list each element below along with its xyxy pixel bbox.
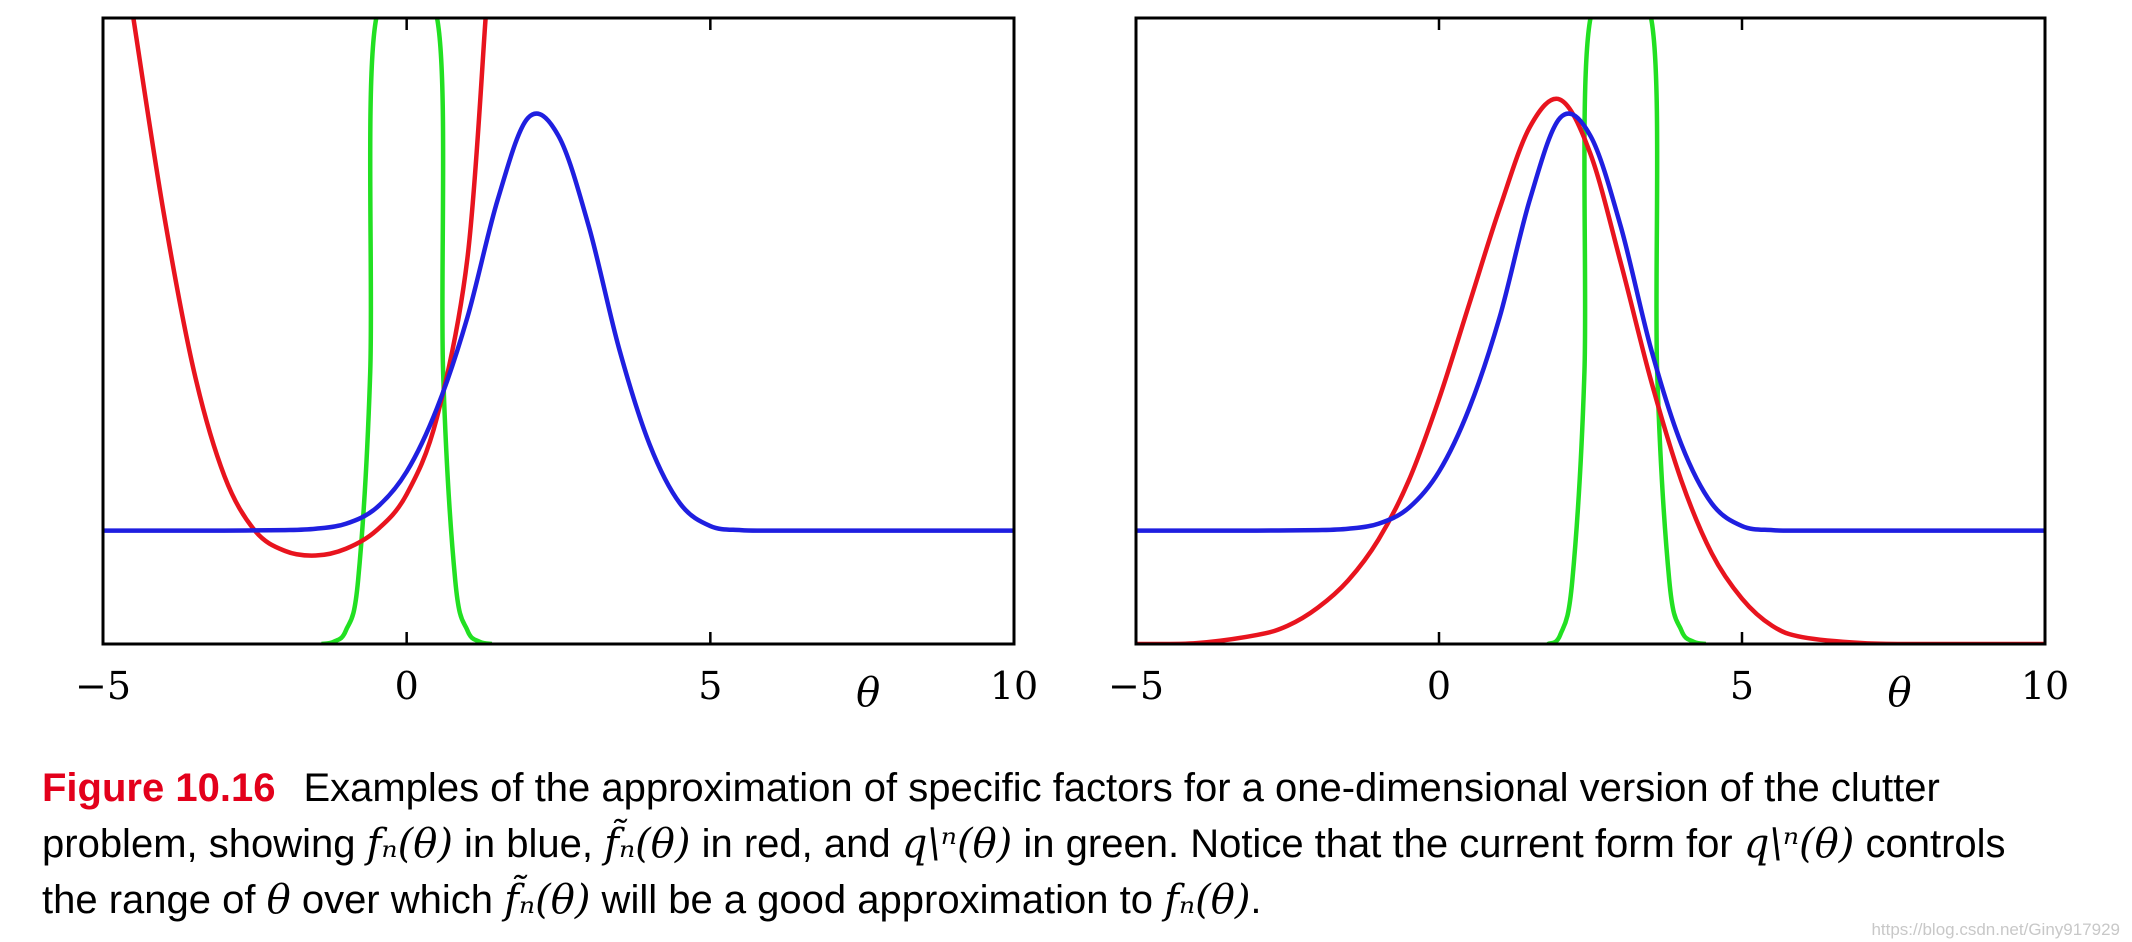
caption-text: controls	[1854, 822, 2006, 866]
caption-line-2: problem, showing fₙ(θ) in blue, f̃ₙ(θ) i…	[42, 816, 2112, 872]
plot-area	[103, 18, 1014, 644]
x-axis-label: θ	[1887, 670, 1911, 716]
caption-text: in blue,	[452, 822, 605, 866]
watermark: https://blog.csdn.net/Giny917929	[1871, 920, 2120, 939]
caption-text: problem, showing	[42, 822, 367, 866]
x-tick-label: 10	[990, 664, 1038, 708]
series-red-ftilde	[1136, 96, 2045, 644]
x-tick-label: 0	[395, 664, 419, 708]
figure-caption: Figure 10.16 Examples of the approximatio…	[42, 760, 2112, 928]
x-tick-label: 0	[1427, 664, 1451, 708]
caption-text: in red, and	[690, 822, 902, 866]
math-ftilde: f̃ₙ(θ)	[604, 821, 691, 867]
series-blue-fn	[1136, 111, 2045, 533]
chart-1: −5 0 5 10 θ	[75, 16, 1038, 716]
axes-frame	[101, 16, 1016, 646]
caption-text: the range of	[42, 878, 267, 922]
math-q: q\ⁿ(θ)	[901, 821, 1013, 867]
caption-text: .	[1250, 878, 1262, 922]
math-ftilde: f̃ₙ(θ)	[504, 877, 591, 923]
series-green-q	[1546, 18, 1707, 644]
series-green-q	[321, 18, 493, 644]
caption-text: will be a good approximation to	[590, 878, 1165, 922]
series-blue-fn	[103, 111, 1014, 533]
x-axis-label: θ	[856, 670, 880, 716]
x-tick-label: 10	[2021, 664, 2069, 708]
x-tick-label: −5	[1108, 664, 1164, 708]
math-theta: θ	[266, 877, 291, 923]
math-fn: fₙ(θ)	[1164, 877, 1251, 923]
figure-plots: −5 0 5 10 θ −5 0 5 10 θ	[75, 16, 2069, 716]
figure-label: Figure 10.16	[42, 766, 276, 810]
x-tick-label: 5	[698, 664, 722, 708]
caption-text: over which	[290, 878, 505, 922]
caption-text: in green. Notice that the current form f…	[1012, 822, 1744, 866]
caption-text: Examples of the approximation of specifi…	[303, 766, 1940, 810]
x-tick-label: −5	[75, 664, 131, 708]
chart-2: −5 0 5 10 θ	[1108, 16, 2069, 716]
caption-line-1: Figure 10.16 Examples of the approximatio…	[42, 760, 2112, 816]
math-fn: fₙ(θ)	[366, 821, 453, 867]
plot-area	[1136, 18, 2045, 644]
math-q: q\ⁿ(θ)	[1743, 821, 1855, 867]
x-tick-label: 5	[1730, 664, 1754, 708]
series-red-ftilde	[131, 18, 488, 558]
caption-line-3: the range of θ over which f̃ₙ(θ) will be…	[42, 872, 2112, 928]
axes-frame	[1134, 16, 2047, 646]
